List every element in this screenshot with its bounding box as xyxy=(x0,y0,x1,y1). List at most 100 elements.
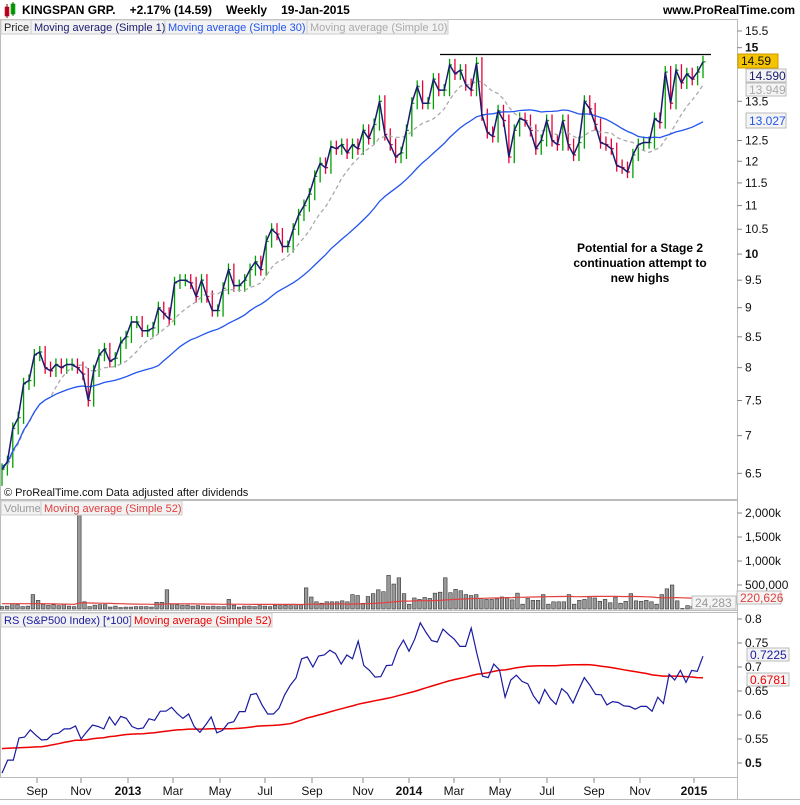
rs-ma-value-label: 0.6781 xyxy=(750,673,787,687)
volume-bar xyxy=(654,603,659,610)
volume-bar xyxy=(355,595,360,610)
volume-bar xyxy=(551,601,556,610)
ma10-line xyxy=(1,80,704,470)
ma1-line xyxy=(1,61,704,470)
volume-bar xyxy=(474,594,479,610)
volume-bar xyxy=(391,583,396,610)
price-axis-label: 7.5 xyxy=(745,394,762,408)
svg-text:new highs: new highs xyxy=(611,271,670,285)
volume-bar xyxy=(123,606,128,610)
volume-bar xyxy=(211,605,216,610)
svg-text:Volume: Volume xyxy=(4,503,41,515)
volume-bar xyxy=(669,584,675,610)
volume-bar xyxy=(97,604,103,610)
volume-bar xyxy=(592,597,597,610)
volume-bar xyxy=(273,604,278,610)
x-axis-label: 2014 xyxy=(396,784,423,798)
volume-bar xyxy=(556,601,561,610)
price-axis-label: 12.5 xyxy=(745,133,769,147)
volume-bar xyxy=(582,599,587,610)
rs-legend: RS (S&P500 Index) [*100] Moving average … xyxy=(0,612,273,628)
x-axis-label: Jul xyxy=(257,784,272,798)
volume-bar xyxy=(5,605,10,610)
volume-bar xyxy=(102,604,108,610)
volume-bar xyxy=(448,592,453,610)
volume-bar xyxy=(412,597,417,610)
volume-axis-label: 1,000k xyxy=(745,554,782,568)
rs-ma-line xyxy=(1,663,704,750)
rs-axis-label: 0.65 xyxy=(745,684,769,698)
volume-bar xyxy=(334,601,340,610)
volume-bar xyxy=(267,606,273,610)
footer-note: © ProRealTime.com Data adjusted after di… xyxy=(4,487,249,499)
period: Weekly xyxy=(226,3,267,17)
volume-bar xyxy=(566,594,572,610)
volume-value-label: 24,283 xyxy=(695,596,732,610)
rs-line xyxy=(1,621,704,774)
volume-bar xyxy=(190,605,195,610)
volume-bar xyxy=(417,599,422,610)
volume-bar xyxy=(144,606,149,610)
volume-bar xyxy=(396,577,401,610)
svg-text:Price: Price xyxy=(4,22,29,34)
volume-bar xyxy=(376,589,381,610)
site-link[interactable]: www.ProRealTime.com xyxy=(662,3,795,17)
x-axis-label: 2013 xyxy=(115,784,142,798)
volume-axis-label: 1,500k xyxy=(745,530,782,544)
volume-bar xyxy=(159,601,164,610)
price-axis-label: 12 xyxy=(745,154,759,168)
volume-bar xyxy=(345,601,350,610)
volume-bar xyxy=(649,601,654,610)
volume-bar xyxy=(633,600,639,610)
volume-bar xyxy=(530,600,536,610)
ma1-value-label: 14.590 xyxy=(749,69,786,83)
annotation: Potential for a Stage 2 continuation att… xyxy=(573,241,706,285)
volume-bar xyxy=(113,605,118,610)
volume-bar xyxy=(304,587,309,610)
volume-bar xyxy=(195,605,200,610)
volume-bar xyxy=(572,603,577,610)
price-axis-label: 15 xyxy=(745,41,759,55)
volume-bar xyxy=(252,606,257,610)
volume-bar xyxy=(35,600,41,610)
volume-bar xyxy=(257,605,262,610)
svg-text:Moving average (Simple 10): Moving average (Simple 10) xyxy=(310,22,448,34)
volume-bar xyxy=(597,601,603,610)
volume-bar xyxy=(494,598,499,610)
ma30-line xyxy=(1,109,704,468)
volume-bar xyxy=(175,604,180,610)
x-axis-label: Sep xyxy=(583,784,605,798)
volume-bar xyxy=(164,589,170,610)
chart-title: KINGSPAN GRP. xyxy=(22,3,116,17)
rs-axis-label: 0.7 xyxy=(745,660,762,674)
volume-bar xyxy=(541,594,546,610)
volume-bar xyxy=(489,599,494,610)
volume-bar xyxy=(231,604,237,610)
volume-bar xyxy=(242,605,247,610)
volume-axis-label: 500,000 xyxy=(745,578,789,592)
ma30-value-label: 13.027 xyxy=(749,114,786,128)
svg-text:Moving average (Simple 52): Moving average (Simple 52) xyxy=(44,503,182,515)
x-axis-label: Sep xyxy=(301,784,323,798)
volume-bar xyxy=(422,597,427,610)
chart-date: 19-Jan-2015 xyxy=(281,3,350,17)
volume-bar xyxy=(324,601,329,610)
x-axis-label: Nov xyxy=(629,784,650,798)
volume-bar xyxy=(525,598,530,610)
volume-bar xyxy=(329,601,334,610)
svg-text:continuation attempt to: continuation attempt to xyxy=(573,256,706,270)
price-axis-label: 11 xyxy=(745,199,758,213)
volume-bar xyxy=(659,594,664,610)
price-legend: Price Moving average (Simple 1) Moving a… xyxy=(0,19,449,35)
volume-bar xyxy=(278,605,283,610)
volume-bar xyxy=(87,606,92,610)
volume-bar xyxy=(61,603,66,610)
rs-axis-label: 0.8 xyxy=(745,612,762,626)
volume-bar xyxy=(510,599,515,610)
price-axis-label: 7 xyxy=(745,429,752,443)
volume-bar xyxy=(371,593,376,610)
volume-legend: Volume Moving average (Simple 52) xyxy=(0,500,183,516)
volume-bar xyxy=(468,595,474,610)
volume-bar xyxy=(618,602,623,610)
